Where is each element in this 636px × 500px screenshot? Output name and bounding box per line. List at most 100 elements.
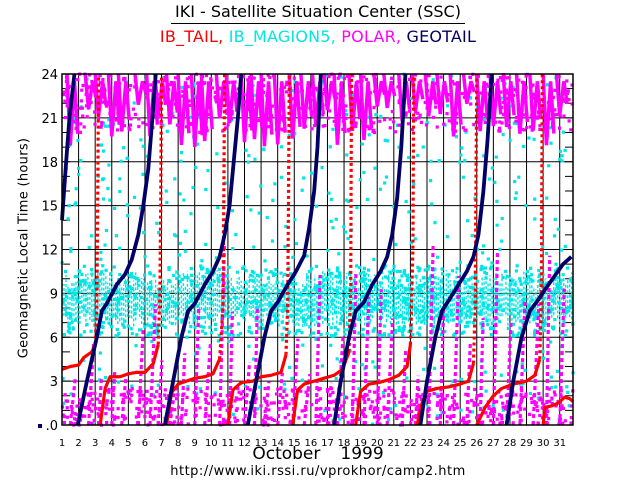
polar-point	[147, 398, 151, 402]
magion5-point	[323, 317, 328, 321]
magion5-point	[542, 328, 547, 333]
magion5-point	[491, 403, 495, 407]
magion5-point	[362, 170, 366, 175]
magion5-point	[530, 298, 534, 302]
polar-point	[78, 106, 82, 110]
polar-point	[213, 413, 217, 417]
magion5-point	[532, 137, 536, 141]
polar-point	[491, 82, 496, 86]
magion5-point	[77, 166, 81, 170]
magion5-point	[373, 285, 378, 289]
polar-point	[234, 396, 238, 400]
magion5-point	[279, 271, 283, 275]
magion5-point	[522, 293, 526, 297]
polar-trace	[106, 73, 121, 137]
magion5-point	[431, 317, 436, 321]
magion5-point	[397, 314, 401, 319]
magion5-point	[107, 118, 111, 122]
magion5-point	[531, 279, 535, 283]
magion5-point	[373, 306, 377, 310]
y-tick-label: 6	[50, 331, 58, 346]
polar-point	[373, 390, 377, 394]
magion5-point	[498, 247, 502, 251]
polar-point	[130, 393, 134, 397]
magion5-point	[529, 266, 533, 270]
polar-point	[91, 403, 95, 407]
magion5-point	[300, 331, 304, 335]
polar-point	[361, 409, 365, 413]
magion5-point	[216, 339, 221, 343]
magion5-point	[186, 276, 190, 280]
x-tick-label: 5	[125, 438, 131, 449]
polar-point	[207, 414, 211, 418]
magion5-point	[283, 272, 287, 277]
x-axis-label: October 1999	[0, 444, 636, 464]
magion5-point	[103, 294, 107, 298]
magion5-point	[114, 334, 118, 338]
magion5-point	[395, 269, 399, 274]
magion5-point	[457, 313, 461, 317]
magion5-point	[259, 304, 263, 308]
magion5-point	[506, 326, 510, 331]
magion5-point	[431, 310, 435, 314]
polar-streak	[478, 318, 485, 426]
polar-point	[505, 76, 510, 80]
polar-point	[65, 415, 70, 419]
polar-point	[392, 396, 397, 400]
magion5-point	[431, 292, 435, 296]
polar-point	[227, 398, 231, 402]
polar-streak	[276, 372, 284, 426]
magion5-point	[432, 324, 436, 328]
polar-point	[177, 128, 181, 132]
magion5-point	[161, 123, 165, 127]
magion5-point	[293, 218, 297, 222]
magion5-point	[183, 249, 187, 253]
x-tick-label: 24	[437, 438, 450, 449]
magion5-point	[244, 290, 248, 295]
magion5-point	[282, 326, 286, 330]
polar-point	[494, 120, 498, 124]
magion5-point	[411, 332, 415, 337]
magion5-point	[130, 287, 134, 291]
polar-point	[141, 121, 145, 125]
polar-point	[280, 117, 284, 121]
x-tick-label: 13	[255, 438, 268, 449]
magion5-point	[99, 143, 104, 147]
polar-point	[137, 411, 141, 415]
magion5-point	[113, 297, 117, 301]
polar-point	[316, 414, 321, 419]
magion5-point	[244, 384, 248, 388]
polar-point	[419, 397, 423, 402]
polar-point	[162, 78, 166, 83]
polar-point	[63, 99, 67, 103]
magion5-point	[209, 301, 213, 305]
polar-point	[72, 417, 77, 421]
magion5-point	[199, 324, 203, 328]
magion5-point	[453, 280, 457, 284]
polar-point	[246, 78, 250, 82]
polar-point	[391, 120, 396, 124]
magion5-point	[230, 209, 235, 213]
polar-point	[450, 395, 455, 400]
polar-trace	[249, 73, 264, 140]
magion5-point	[371, 329, 375, 333]
magion5-point	[102, 311, 106, 315]
magion5-point	[201, 274, 205, 279]
magion5-point	[228, 332, 232, 336]
polar-point	[368, 407, 372, 411]
polar-point	[322, 418, 326, 423]
magion5-point	[330, 271, 334, 276]
magion5-point	[121, 296, 125, 300]
magion5-point	[346, 237, 350, 241]
polar-point	[504, 91, 509, 95]
magion5-point	[248, 278, 253, 282]
magion5-point	[249, 312, 253, 317]
polar-point	[434, 105, 438, 109]
magion5-point	[445, 318, 449, 322]
magion5-point	[69, 246, 73, 251]
magion5-point	[160, 309, 165, 313]
polar-point	[90, 409, 94, 413]
polar-point	[168, 410, 173, 414]
polar-point	[400, 395, 404, 399]
magion5-point	[334, 217, 338, 221]
